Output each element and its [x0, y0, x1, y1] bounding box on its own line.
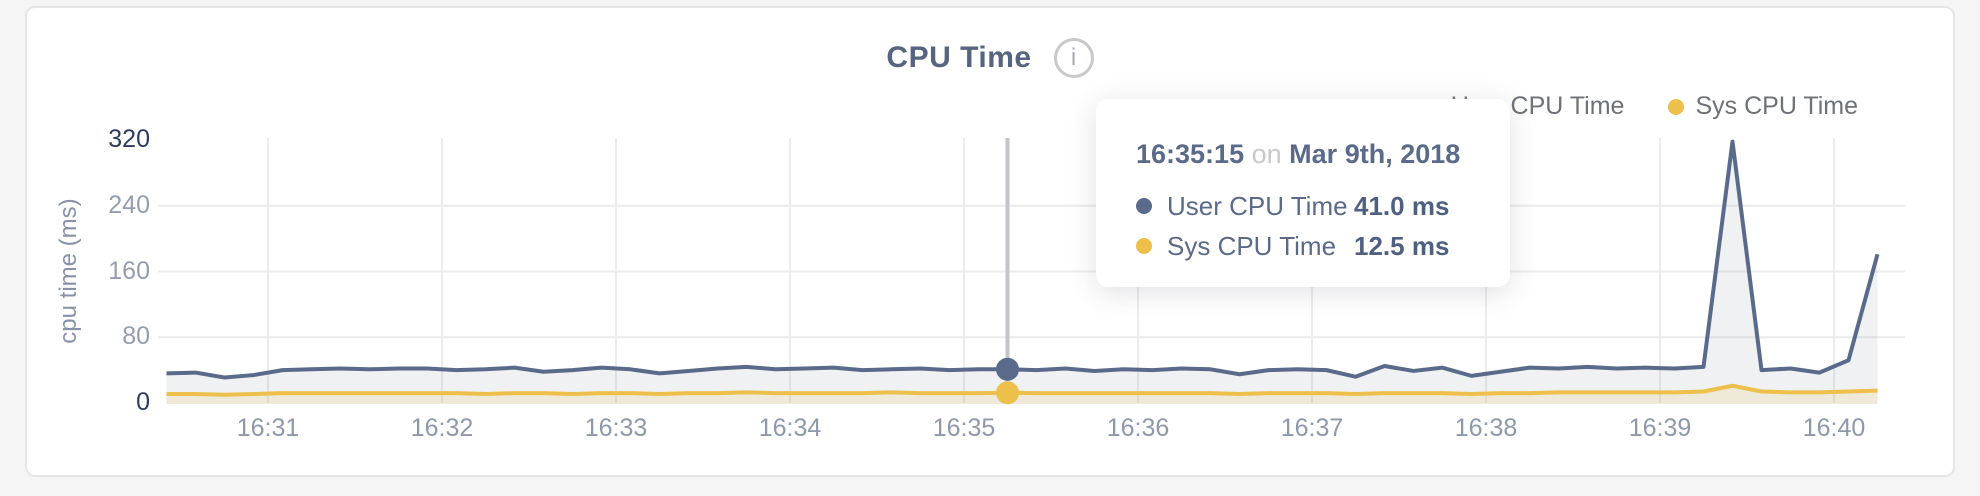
- user-series-dot-icon: [1136, 198, 1152, 214]
- x-tick-label: 16:37: [1280, 414, 1344, 442]
- tooltip-series-value: 12.5 ms: [1354, 230, 1450, 261]
- x-tick-label: 16:33: [584, 414, 648, 442]
- sys-series-dot-icon: [1668, 98, 1685, 115]
- sys-series-dot-icon: [1136, 238, 1152, 254]
- series-area: [166, 141, 1878, 405]
- tooltip-row-user: User CPU Time 41.0 ms: [1136, 186, 1510, 226]
- series-line: [166, 139, 1880, 380]
- x-tick-label: 16:36: [1106, 414, 1170, 442]
- hover-marker: [996, 381, 1019, 405]
- tooltip-series-value: 41.0 ms: [1354, 190, 1450, 221]
- x-tick-label: 16:31: [236, 414, 300, 442]
- x-tick-label: 16:34: [758, 414, 822, 442]
- legend-label: Sys CPU Time: [1695, 92, 1858, 120]
- x-tick-label: 16:38: [1454, 414, 1518, 442]
- legend-item-sys-cpu-time[interactable]: Sys CPU Time: [1668, 92, 1858, 121]
- tooltip-series-label: User CPU Time: [1167, 190, 1348, 221]
- series-line: [166, 383, 1878, 397]
- hover-marker: [996, 357, 1019, 381]
- y-tick-label: 240: [108, 190, 150, 219]
- tooltip-timestamp: 16:35:15 on Mar 9th, 2018: [1136, 139, 1461, 169]
- y-tick-label: 320: [108, 125, 150, 153]
- chart-header: CPU Time i: [0, 38, 1980, 78]
- y-tick-label: 160: [108, 256, 150, 285]
- chart-card: [25, 6, 1955, 477]
- tooltip-row-sys: Sys CPU Time 12.5 ms: [1136, 226, 1510, 266]
- tooltip-conjunction: on: [1251, 139, 1282, 169]
- x-tick-label: 16:39: [1628, 414, 1692, 442]
- x-tick-label: 16:40: [1802, 414, 1866, 442]
- info-icon[interactable]: i: [1053, 38, 1094, 78]
- x-tick-label: 16:35: [932, 414, 996, 442]
- page-title: CPU Time: [886, 41, 1032, 74]
- y-tick-label: 0: [136, 388, 150, 416]
- y-tick-label: 80: [122, 322, 150, 351]
- x-tick-label: 16:32: [410, 414, 474, 442]
- tooltip-series-label: Sys CPU Time: [1167, 230, 1337, 261]
- hover-tooltip: 16:35:15 on Mar 9th, 2018 User CPU Time …: [1096, 99, 1510, 287]
